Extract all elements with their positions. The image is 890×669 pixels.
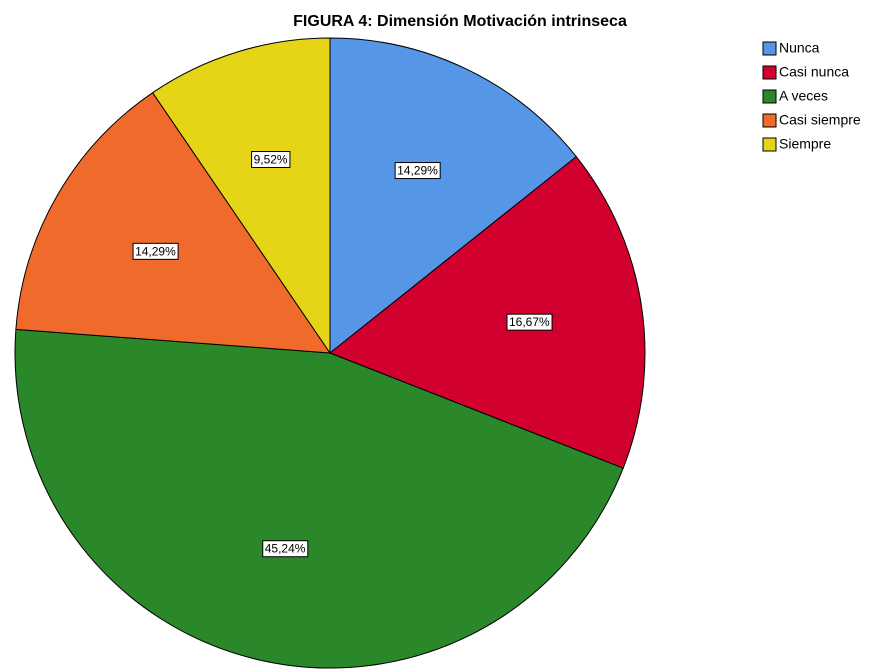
data-label-box [394,162,441,180]
data-label-box [251,151,291,169]
legend-label: Nunca [779,40,820,56]
pie-slice [329,155,646,469]
data-label: 45,24% [262,540,309,558]
chart-title: FIGURA 4: Dimensión Motivación intrinsec… [293,13,627,30]
legend-label: A veces [779,88,828,104]
data-label-box [506,313,553,331]
legend-label: Casi nunca [779,64,849,80]
legend-label: Casi siempre [779,112,861,128]
data-label-box [262,540,309,558]
legend-swatch [762,137,777,152]
legend-swatch [762,113,777,128]
legend-label: Siempre [779,136,831,152]
legend-swatch [762,65,777,80]
data-label-text: 45,24% [265,542,306,556]
pie-slice [14,328,624,669]
pie-slice [151,37,331,355]
data-label-text: 14,29% [135,244,176,258]
legend-swatch [762,89,777,104]
data-label-text: 14,29% [397,164,438,178]
data-label: 14,29% [132,242,179,260]
data-label: 16,67% [506,313,553,331]
data-label: 9,52% [251,151,291,169]
data-label-text: 16,67% [509,315,550,329]
data-label-box [132,242,179,260]
data-label-text: 9,52% [254,153,288,167]
data-label: 14,29% [394,162,441,180]
pie-slice [329,37,578,355]
legend-swatch [762,41,777,56]
pie-slice [15,91,331,354]
